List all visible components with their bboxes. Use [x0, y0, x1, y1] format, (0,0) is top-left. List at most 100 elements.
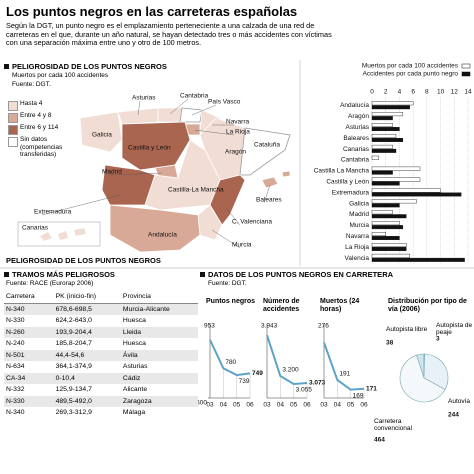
x-tick-label: 4 — [398, 89, 402, 96]
cell: N-330 — [4, 395, 54, 407]
cell: Zaragoza — [120, 395, 198, 407]
x-tick-label: 0 — [370, 89, 374, 96]
y-tick-label: Cantabria — [341, 157, 370, 164]
slice-value: 464 — [374, 437, 385, 444]
slice-label: Autopista de peaje — [436, 322, 473, 336]
y-tick-label: Extremadura — [332, 189, 370, 196]
chart-title: Puntos negros — [206, 298, 256, 305]
legend-swatch — [8, 137, 18, 147]
cell: 125,9-134,7 — [55, 386, 92, 394]
y-tick-label: Canarias — [343, 146, 370, 153]
row: N-340 678,6-698,5 Murcia-Alicante — [4, 303, 198, 315]
legend-swatch — [8, 113, 18, 123]
x-tick-label: 04 — [220, 402, 228, 409]
bar — [371, 166, 421, 171]
x-tick-label: 8 — [425, 89, 429, 96]
legend-label: Accidentes por cada punto negro — [363, 71, 459, 78]
bar — [371, 101, 414, 106]
bullet — [4, 272, 9, 277]
region — [109, 204, 201, 253]
map-source: Fuente: DGT. — [12, 81, 51, 88]
cell: 624,2-643,0 — [55, 317, 92, 325]
cell: Asturias — [122, 363, 148, 371]
y-tick-label: Asturias — [346, 124, 370, 131]
legend-swatch — [8, 101, 18, 111]
cell: CA-34 — [4, 372, 54, 384]
bar — [371, 133, 397, 138]
bar — [371, 148, 397, 153]
x-tick-label: 05 — [347, 402, 355, 409]
x-tick-label: 03 — [206, 402, 214, 409]
leader-line — [137, 100, 141, 116]
table-title: TRAMOS MÁS PELIGROSOS — [12, 270, 115, 279]
bar — [371, 123, 393, 128]
x-tick-label: 6 — [411, 89, 415, 96]
y-tick-label: Andalucía — [340, 102, 369, 109]
cell: Málaga — [122, 409, 146, 417]
data-title: DATOS DE LOS PUNTOS NEGROS EN CARRETERA — [208, 270, 394, 279]
y-tick-label: 600 — [196, 400, 207, 407]
region-label: Asturias — [132, 95, 156, 102]
table: Carretera PK (inicio-fin) Provincia N-340 67… — [4, 291, 198, 419]
bar — [371, 225, 404, 230]
region — [261, 176, 279, 189]
leader-line — [169, 98, 189, 115]
cell: Ávila — [120, 349, 198, 361]
region — [79, 111, 123, 153]
data-label: 3.943 — [261, 323, 278, 330]
legend-label: Hasta 4 — [20, 100, 43, 107]
x-tick-label: 03 — [263, 402, 271, 409]
bar — [371, 105, 410, 110]
legend-label: Entre 6 y 114 — [20, 124, 59, 131]
row: CA-34 0-10,4 Cádiz — [4, 372, 198, 384]
cell: 0-10,4 — [53, 372, 121, 384]
data-label: 739 — [239, 378, 250, 385]
map-subtitle: Muertos por cada 100 accidentes — [12, 72, 109, 79]
chart-title: Número de accidentes — [263, 298, 300, 313]
cell: 489,5-492,0 — [53, 395, 121, 407]
y-tick-label: Castilla La Mancha — [314, 168, 370, 175]
bar — [371, 192, 462, 197]
chart-title: Distribución por tipo de vía (2006) — [388, 298, 467, 313]
region — [197, 204, 223, 241]
cell: N-501 — [4, 349, 54, 361]
inset-box — [17, 221, 101, 247]
pie-slice — [399, 354, 446, 403]
cell: N-634 — [6, 363, 25, 371]
cell: N-240 — [6, 340, 25, 348]
leader-line — [194, 129, 235, 136]
region-label: La Rioja — [226, 129, 250, 136]
row: N-501 44,4-54,6 Ávila — [4, 349, 198, 361]
line — [209, 339, 251, 377]
region — [40, 232, 52, 241]
column-header: PK (inicio-fin) — [53, 291, 121, 304]
region — [157, 107, 183, 123]
region-label: Cataluña — [254, 142, 280, 149]
region — [239, 127, 291, 176]
y-tick-label: Baleares — [343, 135, 369, 142]
bar — [371, 127, 400, 132]
y-tick-label: Murcia — [349, 222, 369, 229]
cell: Alicante — [122, 386, 148, 394]
region-label: Castilla y León — [128, 145, 171, 152]
cell: N-340 — [6, 409, 25, 417]
bar — [371, 203, 400, 208]
row: N-340 269,3-312,9 Málaga — [4, 407, 198, 419]
data-label: 749 — [252, 370, 263, 377]
cell: N-340 — [4, 303, 54, 315]
bar — [371, 177, 421, 182]
leader-line — [191, 104, 217, 116]
slice-value: 3 — [436, 336, 440, 343]
legend-swatch — [461, 71, 471, 77]
region-label: Murcia — [232, 242, 252, 249]
bar — [371, 170, 393, 175]
x-tick-label: 2 — [384, 89, 388, 96]
bar — [371, 236, 400, 241]
x-tick-label: 06 — [246, 402, 254, 409]
map-footer: PELIGROSIDAD DE LOS PUNTOS NEGROS — [6, 256, 161, 265]
row: N-332 125,9-134,7 Alicante — [4, 384, 198, 396]
cell: N-330 — [6, 317, 25, 325]
data-label: 953 — [204, 323, 215, 330]
cell: Lleida — [120, 326, 198, 338]
